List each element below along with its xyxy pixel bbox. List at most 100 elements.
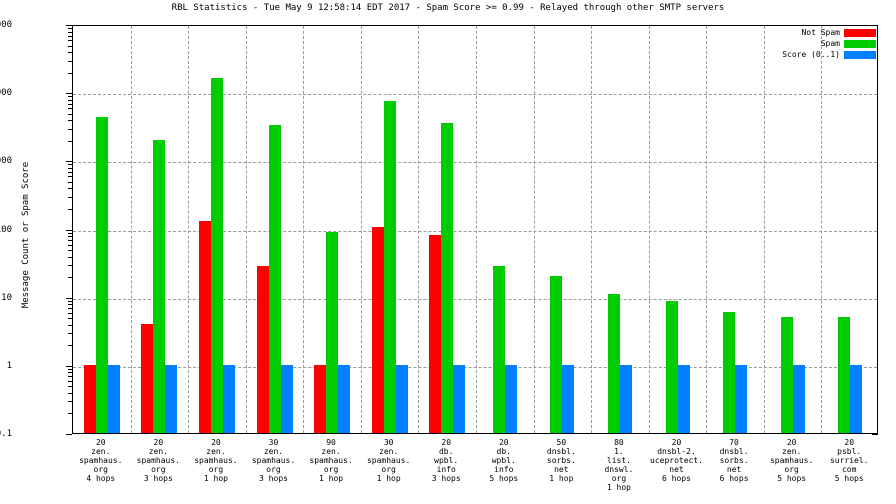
bar-score (562, 364, 575, 433)
bar-score (850, 364, 863, 433)
bar-notspam (198, 220, 211, 433)
x-axis-tick-label: 30 zen. spamhaus. org 3 hops (251, 438, 296, 483)
y-axis-minor-tick (68, 208, 72, 210)
y-axis-minor-tick (68, 368, 72, 370)
bar-notspam (83, 364, 96, 433)
plot-area (72, 25, 878, 434)
y-axis-minor-tick (68, 113, 72, 115)
x-axis-tick-label: 20 zen. spamhaus. org 1 hop (194, 438, 238, 483)
y-axis-tick (66, 365, 72, 367)
y-axis-minor-tick (68, 176, 72, 178)
y-axis-minor-tick (68, 171, 72, 173)
y-axis-label: Message Count or Spam Score (21, 161, 31, 309)
legend-swatch (844, 28, 876, 37)
gridline-vertical (418, 26, 420, 433)
x-axis-tick-label: 20 db. wpbl. info 3 hops (431, 438, 461, 483)
y-axis-minor-tick (68, 312, 72, 314)
y-axis-minor-tick (68, 401, 72, 403)
y-axis-minor-tick (68, 304, 72, 306)
legend-item: Spam (821, 39, 876, 48)
y-axis-tick (66, 25, 72, 26)
y-axis-minor-tick (68, 392, 72, 394)
gridline-horizontal (73, 230, 877, 232)
y-axis-minor-tick (68, 277, 72, 279)
x-axis-tick-label: 80 1. list. dnswl. org 1 hop (604, 438, 634, 492)
y-axis-minor-tick (68, 72, 72, 74)
x-axis-tick-label: 20 dnsbl-2. uceprotect. net 6 hops (650, 438, 703, 483)
bar-notspam (314, 364, 327, 433)
chart-legend: Not Spam Spam Score (0..1) (782, 28, 876, 59)
gridline-vertical (245, 26, 247, 433)
legend-label: Not Spam (801, 28, 840, 37)
y-axis-minor-tick (68, 164, 72, 166)
y-axis-minor-tick (68, 250, 72, 252)
gridline-horizontal (73, 298, 877, 300)
gridline-vertical (706, 26, 708, 433)
y-axis-tick-label: 0.1 (0, 429, 12, 439)
bar-score (453, 364, 466, 433)
y-axis-minor-tick (68, 108, 72, 110)
y-axis-minor-tick (68, 318, 72, 320)
bar-notspam (256, 266, 269, 433)
y-axis-tick-label: 100 (0, 224, 12, 235)
chart-title: RBL Statistics - Tue May 9 12:58:14 EDT … (171, 3, 725, 13)
y-axis-tick (872, 434, 878, 435)
bar-spam (268, 125, 281, 433)
gridline-horizontal (73, 162, 877, 164)
y-axis-minor-tick (68, 35, 72, 37)
x-axis-tick-label: 20 zen. spamhaus. org 4 hops (79, 438, 123, 483)
y-axis-minor-tick (68, 45, 72, 47)
bar-score (338, 364, 351, 433)
y-axis-minor-tick (68, 128, 72, 130)
y-axis-minor-tick (68, 232, 72, 234)
bar-score (504, 364, 517, 433)
y-axis-tick-label: 10 (1, 292, 12, 303)
gridline-horizontal (73, 366, 877, 368)
legend-item: Score (0..1) (782, 50, 876, 59)
y-axis-minor-tick (68, 372, 72, 374)
gridline-vertical (303, 26, 305, 433)
bar-score (735, 364, 748, 433)
bar-spam (780, 317, 793, 433)
gridline-vertical (763, 26, 765, 433)
y-axis-minor-tick (68, 103, 72, 105)
bar-spam (153, 139, 166, 433)
y-axis-minor-tick (68, 28, 72, 30)
y-axis-minor-tick (68, 413, 72, 415)
y-axis-tick (66, 161, 72, 163)
y-axis-minor-tick (68, 244, 72, 246)
bar-spam (383, 100, 396, 433)
y-axis-tick (66, 434, 72, 435)
gridline-horizontal (73, 94, 877, 96)
y-axis-minor-tick (68, 386, 72, 388)
bar-spam (441, 123, 454, 433)
y-axis-tick (66, 229, 72, 231)
y-axis-minor-tick (68, 300, 72, 302)
gridline-vertical (821, 26, 823, 433)
x-axis-tick-label: 20 db. wpbl. info 5 hops (489, 438, 519, 483)
gridline-vertical (648, 26, 650, 433)
gridline-vertical (591, 26, 593, 433)
y-axis-minor-tick (68, 31, 72, 33)
y-axis-tick (66, 93, 72, 95)
x-axis-tick-label: 30 zen. spamhaus. org 1 hop (366, 438, 411, 483)
bar-spam (326, 232, 339, 433)
y-axis-minor-tick (68, 196, 72, 198)
y-axis-minor-tick (68, 236, 72, 238)
y-axis-minor-tick (68, 181, 72, 183)
y-axis-minor-tick (68, 380, 72, 382)
y-axis-minor-tick (68, 345, 72, 347)
gridline-vertical (188, 26, 190, 433)
y-axis-minor-tick (68, 167, 72, 169)
bar-score (222, 364, 235, 433)
y-axis-minor-tick (68, 60, 72, 62)
bar-spam (95, 117, 108, 433)
gridline-vertical (476, 26, 477, 433)
x-axis-tick-label: 20 zen. spamhaus. org 3 hops (136, 438, 181, 483)
y-axis-tick-label: 1 (6, 360, 12, 371)
x-axis-tick-label: 20 psbl. surriel. com 5 hops (829, 438, 869, 483)
y-axis-minor-tick (68, 376, 72, 378)
y-axis-minor-tick (68, 333, 72, 335)
